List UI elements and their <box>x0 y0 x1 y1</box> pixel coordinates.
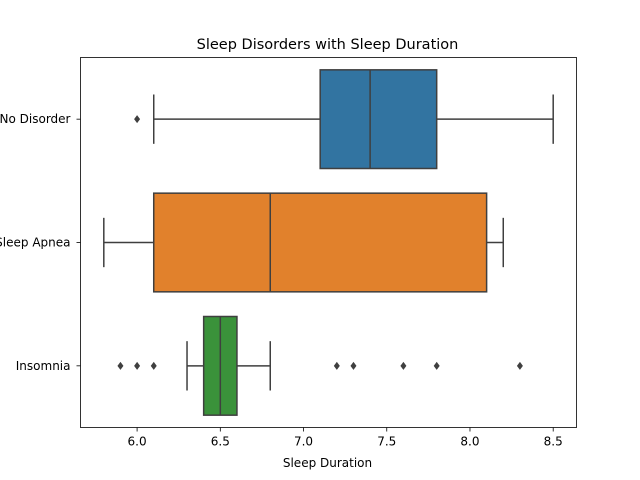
outlier-point <box>134 115 141 124</box>
outlier-point <box>117 361 124 370</box>
y-tick-label: No Disorder <box>0 112 71 126</box>
x-tick-label: 6.5 <box>211 435 230 449</box>
box-no-disorder <box>319 69 438 170</box>
x-axis-label: Sleep Duration <box>283 456 372 470</box>
plot-frame <box>80 57 577 428</box>
outlier-point <box>516 361 523 370</box>
x-tick-label: 6.0 <box>128 435 147 449</box>
x-tick-label: 8.5 <box>544 435 563 449</box>
x-tick-label: 8.0 <box>460 435 479 449</box>
box-sleep-apnea <box>152 192 488 293</box>
x-tick-label: 7.5 <box>377 435 396 449</box>
outlier-point <box>400 361 407 370</box>
y-tick-label: Sleep Apnea <box>0 236 71 250</box>
y-tick-label: Insomnia <box>16 359 71 373</box>
x-tick-label: 7.0 <box>294 435 313 449</box>
outlier-point <box>350 361 357 370</box>
chart-title: Sleep Disorders with Sleep Duration <box>197 37 459 53</box>
outlier-point <box>134 361 141 370</box>
outlier-point <box>150 361 157 370</box>
outlier-point <box>433 361 440 370</box>
outlier-point <box>333 361 340 370</box>
